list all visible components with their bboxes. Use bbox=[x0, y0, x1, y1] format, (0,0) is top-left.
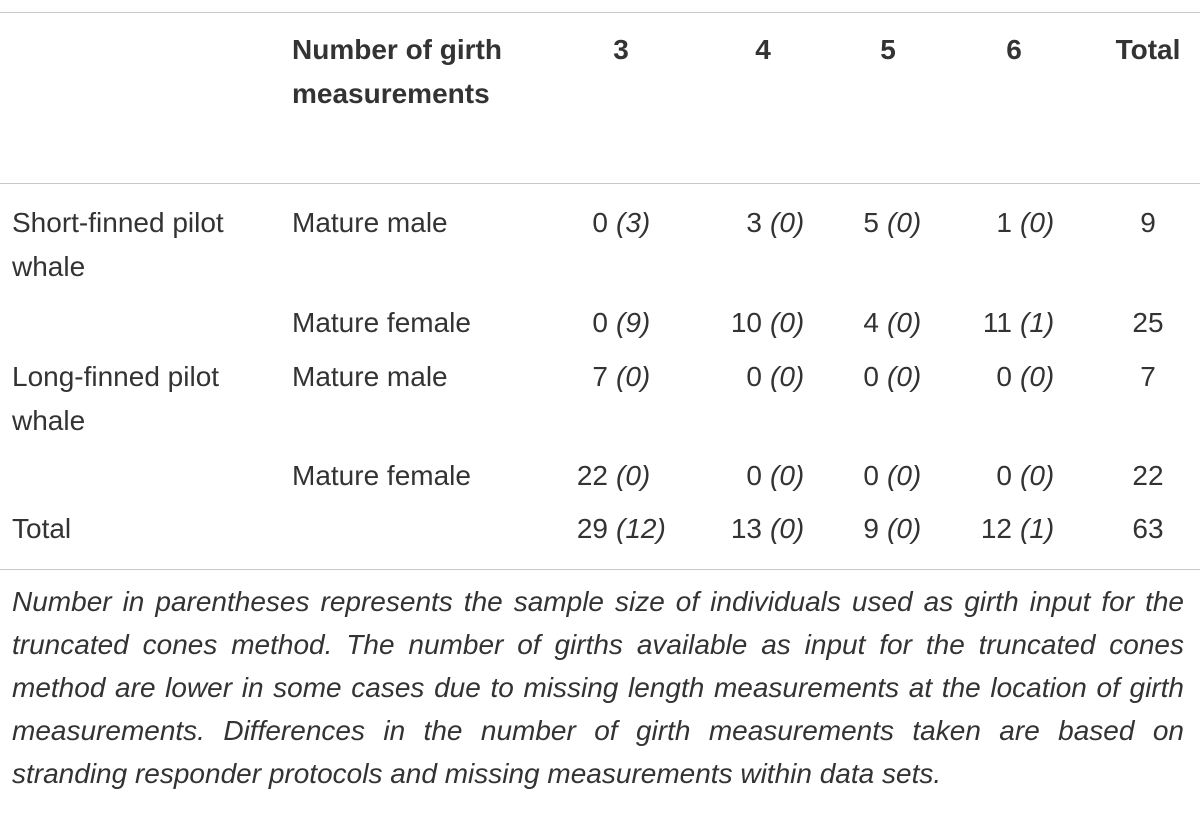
cell-count: 1 bbox=[996, 207, 1012, 238]
cell-subset: (9) bbox=[616, 307, 651, 338]
cell-count: 7 bbox=[592, 361, 608, 392]
cell-subset: (0) bbox=[1020, 460, 1055, 491]
cell-count: 29 bbox=[576, 513, 608, 544]
row-group: Mature male bbox=[292, 361, 448, 392]
cell-subset: (0) bbox=[887, 307, 922, 338]
cell-count: 13 bbox=[730, 513, 762, 544]
cell-count: 12 bbox=[980, 513, 1012, 544]
top-rule bbox=[0, 12, 1200, 13]
header-rule bbox=[0, 183, 1200, 184]
cell-count: 0 bbox=[746, 361, 762, 392]
cell-subset: (1) bbox=[1020, 307, 1055, 338]
cell-count: 0 bbox=[863, 460, 879, 491]
cell-subset: (0) bbox=[770, 460, 805, 491]
cell-count: 0 bbox=[996, 361, 1012, 392]
column-header: 5 bbox=[880, 34, 896, 65]
cell-count: 10 bbox=[730, 307, 762, 338]
cell-count: 3 bbox=[746, 207, 762, 238]
cell-count: 0 bbox=[996, 460, 1012, 491]
cell-subset: (0) bbox=[1020, 361, 1055, 392]
row-species: Short-finned pilot whale bbox=[12, 207, 224, 282]
cell-subset: (0) bbox=[887, 361, 922, 392]
row-species: Total bbox=[12, 513, 72, 544]
cell-subset: (0) bbox=[770, 307, 805, 338]
cell-subset: (0) bbox=[770, 361, 805, 392]
cell-count: 0 bbox=[863, 361, 879, 392]
cell-count: 11 bbox=[982, 307, 1012, 338]
row-total: 25 bbox=[1132, 307, 1164, 338]
table-note: Number in parentheses represents the sam… bbox=[12, 586, 1184, 789]
cell-subset: (0) bbox=[1020, 207, 1055, 238]
cell-count: 9 bbox=[863, 513, 879, 544]
cell-subset: (0) bbox=[887, 460, 922, 491]
cell-subset: (0) bbox=[770, 207, 805, 238]
cell-subset: (1) bbox=[1020, 513, 1055, 544]
cell-subset: (3) bbox=[616, 207, 651, 238]
row-total: 9 bbox=[1140, 207, 1156, 238]
cell-count: 5 bbox=[863, 207, 879, 238]
row-group: Mature female bbox=[292, 460, 471, 491]
row-group: Mature female bbox=[292, 307, 471, 338]
cell-subset: (0) bbox=[616, 361, 651, 392]
cell-count: 4 bbox=[863, 307, 879, 338]
bottom-rule bbox=[0, 569, 1200, 570]
row-total: 22 bbox=[1132, 460, 1164, 491]
cell-subset: (0) bbox=[616, 460, 651, 491]
cell-count: 0 bbox=[746, 460, 762, 491]
cell-subset: (0) bbox=[770, 513, 805, 544]
column-header: 3 bbox=[613, 34, 629, 65]
row-group: Mature male bbox=[292, 207, 448, 238]
header-group: Number of girth measurements bbox=[292, 34, 502, 109]
column-header: 4 bbox=[755, 34, 771, 65]
cell-subset: (0) bbox=[887, 207, 922, 238]
row-total: 63 bbox=[1132, 513, 1164, 544]
column-header: Total bbox=[1115, 34, 1181, 65]
cell-subset: (12) bbox=[616, 513, 666, 544]
row-species: Long-finned pilot whale bbox=[12, 361, 220, 436]
cell-count: 0 bbox=[592, 307, 608, 338]
column-header: 6 bbox=[1006, 34, 1022, 65]
row-total: 7 bbox=[1140, 361, 1156, 392]
cell-subset: (0) bbox=[887, 513, 922, 544]
cell-count: 0 bbox=[592, 207, 608, 238]
cell-count: 22 bbox=[576, 460, 608, 491]
